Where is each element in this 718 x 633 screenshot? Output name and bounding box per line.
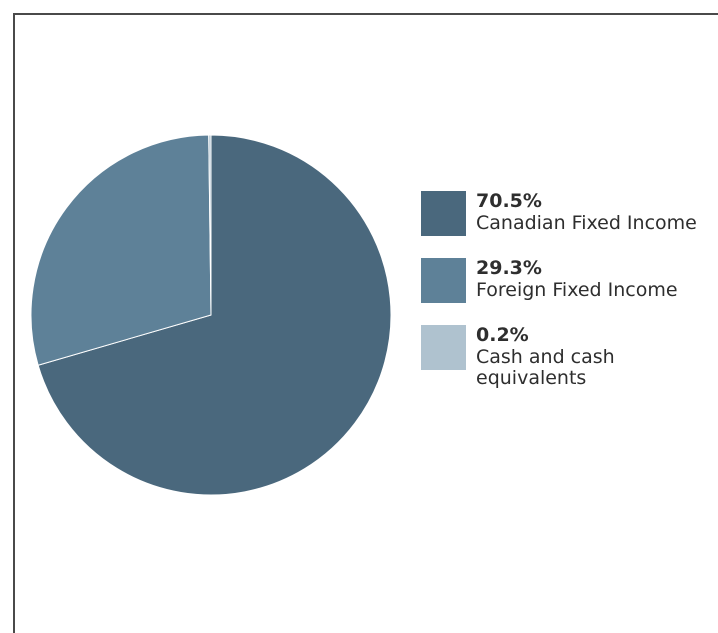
legend-percent: 70.5% [476, 190, 542, 212]
legend-swatch [421, 191, 466, 236]
legend-percent: 29.3% [476, 257, 542, 279]
pie-chart [30, 134, 392, 496]
legend: 70.5% Canadian Fixed Income 29.3% Foreig… [421, 190, 718, 404]
legend-swatch [421, 258, 466, 303]
pie-slice-cash-and-cash-equivalents [208, 134, 212, 316]
legend-item-cash: 0.2% Cash and cash equivalents [421, 324, 718, 404]
legend-label: Canadian Fixed Income [476, 212, 697, 234]
chart-frame [13, 13, 718, 633]
legend-item-canadian-fixed-income: 70.5% Canadian Fixed Income [421, 190, 718, 257]
pie-slice-foreign-fixed-income [30, 134, 212, 366]
pie-slice-canadian-fixed-income [37, 134, 392, 496]
legend-label: Cash and cash equivalents [476, 346, 615, 389]
legend-item-foreign-fixed-income: 29.3% Foreign Fixed Income [421, 257, 718, 324]
legend-label: Foreign Fixed Income [476, 279, 678, 301]
legend-swatch [421, 325, 466, 370]
legend-percent: 0.2% [476, 324, 529, 346]
